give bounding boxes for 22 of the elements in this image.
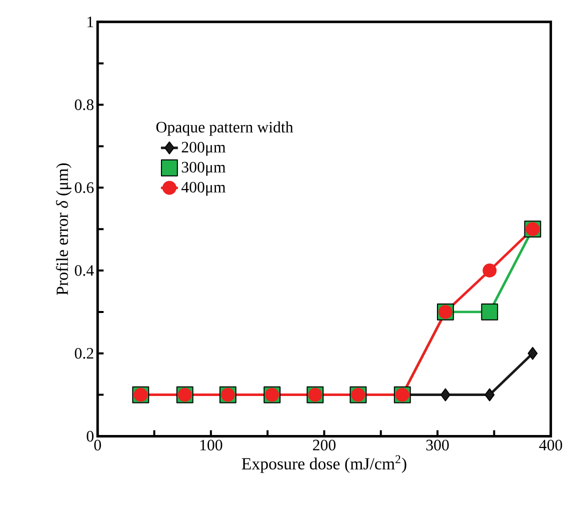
legend-label: 300μm [182,162,226,176]
y-tick-label: 0 [86,430,94,442]
point [528,346,538,360]
legend-title: Opaque pattern width [156,121,294,136]
y-tick-label: 0.8 [74,99,94,110]
y-tick-label: 0.4 [74,265,94,276]
y-tick-label: 1 [88,16,94,28]
point [484,388,495,402]
legend-label: 400μm [181,182,226,196]
x-axis-title: Exposure dose (mJ/cm$^{2}$) [242,455,406,473]
x-tick-label: 0 [94,440,101,450]
x-tick-label: 300 [426,440,449,450]
y-tick-label: 0.6 [74,182,94,194]
x-tick-label: 200 [312,440,336,450]
y-axis-title: Profile error δ (μm) [56,163,72,296]
point [482,264,497,278]
point [440,388,450,402]
x-tick-label: 100 [200,440,222,450]
x-tick-label: 400 [539,440,562,450]
y-tick-label: 0.2 [74,348,94,359]
point [481,303,498,320]
legend-label: 200μm [182,142,226,156]
